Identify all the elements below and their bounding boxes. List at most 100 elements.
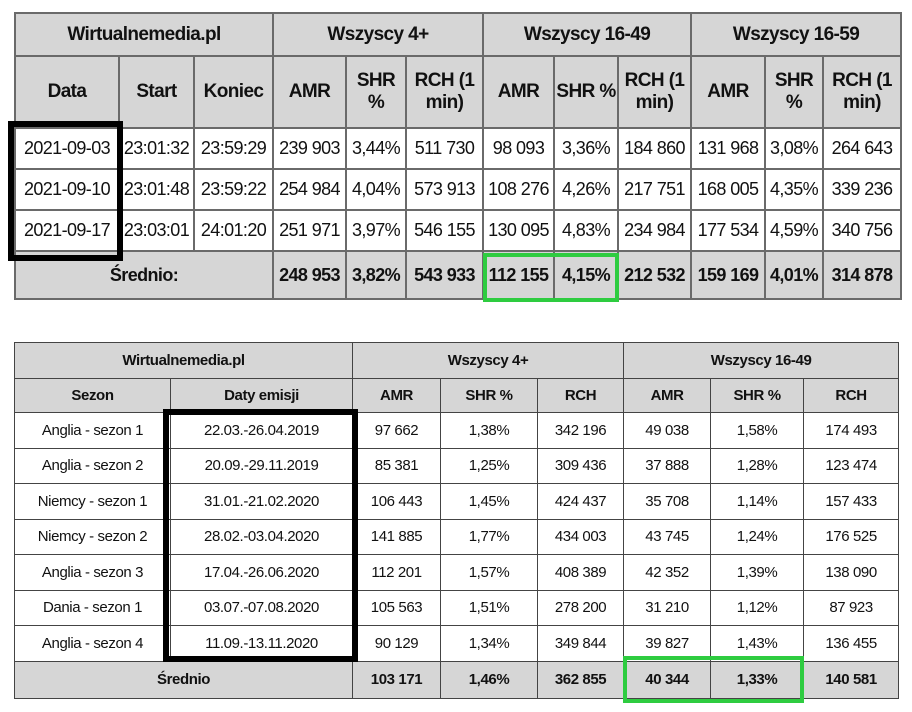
data-cell: 1,25% — [440, 447, 539, 484]
data-row: 2021-09-03 23:01:32 23:59:29 239 903 3,44% 51… — [14, 127, 903, 170]
data-cell: 130 095 — [482, 209, 556, 252]
data-cell: 1,77% — [440, 518, 539, 555]
average-cell: 40 344 — [623, 660, 712, 699]
data-cell: 4,04% — [345, 168, 408, 211]
data-cell: 1,43% — [710, 625, 805, 662]
data-cell: 138 090 — [803, 554, 900, 591]
data-cell: 106 443 — [352, 483, 442, 520]
data-cell: 1,57% — [440, 554, 539, 591]
data-cell: 136 455 — [803, 625, 900, 662]
average-cell: 212 532 — [617, 250, 693, 300]
data-cell: 2021-09-17 — [14, 209, 120, 252]
data-cell: 23:01:32 — [118, 127, 195, 170]
group-header: Wszyscy 16-59 — [690, 12, 903, 57]
data-cell: 424 437 — [537, 483, 625, 520]
average-cell: 314 878 — [822, 250, 903, 300]
data-cell: 309 436 — [537, 447, 625, 484]
column-header: Sezon — [14, 378, 171, 413]
data-cell: 573 913 — [405, 168, 485, 211]
average-cell: 4,15% — [553, 250, 620, 300]
column-header-row: Data Start Koniec AMR SHR % RCH (1 min) AMR SHR… — [14, 55, 903, 129]
data-cell: 157 433 — [803, 483, 900, 520]
data-cell: 342 196 — [537, 412, 625, 449]
seasons-table: Wirtualnemedia.pl Wszyscy 4+ Wszyscy 16-49… — [13, 342, 900, 699]
data-cell: 23:01:48 — [118, 168, 195, 211]
column-header: Start — [118, 55, 195, 129]
data-cell: 37 888 — [623, 447, 712, 484]
data-cell: 511 730 — [405, 127, 485, 170]
group-header: Wirtualnemedia.pl — [13, 342, 354, 379]
data-cell: Niemcy - sezon 1 — [14, 483, 171, 520]
column-header: AMR — [690, 55, 767, 129]
data-cell: 339 236 — [822, 168, 903, 211]
data-cell: 4,35% — [764, 168, 825, 211]
data-cell: 176 525 — [803, 518, 900, 555]
average-row: Średnio 103 171 1,46% 362 855 40 344 1,33% 140… — [13, 660, 900, 699]
group-header-row: Wirtualnemedia.pl Wszyscy 4+ Wszyscy 16-49… — [13, 12, 903, 57]
data-row: Anglia - sezon 1 22.03.-26.04.2019 97 662 1… — [14, 412, 900, 449]
column-header: AMR — [482, 55, 556, 129]
average-cell: 3,82% — [345, 250, 408, 300]
data-cell: 177 534 — [690, 209, 767, 252]
group-header: Wszyscy 16-49 — [623, 342, 900, 379]
average-cell: 4,01% — [764, 250, 825, 300]
data-cell: 217 751 — [617, 168, 693, 211]
data-cell: 22.03.-26.04.2019 — [169, 412, 354, 449]
data-row: Anglia - sezon 2 20.09.-29.11.2019 85 381 1… — [14, 447, 900, 484]
group-header: Wszyscy 4+ — [352, 342, 625, 379]
data-cell: 108 276 — [482, 168, 556, 211]
data-cell: Anglia - sezon 3 — [14, 554, 171, 591]
data-cell: 03.07.-07.08.2020 — [169, 589, 354, 626]
average-cell: 1,33% — [710, 660, 805, 699]
data-cell: 4,26% — [553, 168, 620, 211]
average-cell: 112 155 — [482, 250, 556, 300]
group-header: Wszyscy 16-49 — [482, 12, 693, 57]
data-cell: 90 129 — [352, 625, 442, 662]
column-header: RCH — [803, 378, 900, 413]
data-cell: 23:03:01 — [118, 209, 195, 252]
data-cell: 174 493 — [803, 412, 900, 449]
data-row: Anglia - sezon 4 11.09.-13.11.2020 90 129 1… — [14, 625, 900, 662]
column-header: SHR % — [345, 55, 408, 129]
data-cell: 234 984 — [617, 209, 693, 252]
column-header: SHR % — [440, 378, 539, 413]
group-header: Wszyscy 4+ — [272, 12, 485, 57]
data-cell: 1,58% — [710, 412, 805, 449]
data-cell: 112 201 — [352, 554, 442, 591]
average-row: Średnio: 248 953 3,82% 543 933 112 155 4,15% 2… — [13, 250, 903, 300]
data-cell: 85 381 — [352, 447, 442, 484]
data-cell: 2021-09-10 — [14, 168, 120, 211]
column-header-row: Sezon Daty emisji AMR SHR % RCH AMR SHR % RCH — [14, 378, 900, 413]
data-cell: 28.02.-03.04.2020 — [169, 518, 354, 555]
data-cell: 131 968 — [690, 127, 767, 170]
data-cell: 1,34% — [440, 625, 539, 662]
column-header: AMR — [623, 378, 712, 413]
average-cell: 103 171 — [352, 660, 442, 699]
data-cell: 1,51% — [440, 589, 539, 626]
average-cell: 362 855 — [537, 660, 625, 699]
data-cell: 35 708 — [623, 483, 712, 520]
data-cell: 23:59:22 — [192, 168, 275, 211]
data-cell: 408 389 — [537, 554, 625, 591]
data-cell: Anglia - sezon 4 — [14, 625, 171, 662]
data-cell: 1,28% — [710, 447, 805, 484]
data-cell: 49 038 — [623, 412, 712, 449]
column-header: SHR % — [553, 55, 620, 129]
data-row: Anglia - sezon 3 17.04.-26.06.2020 112 201… — [14, 554, 900, 591]
data-cell: 264 643 — [822, 127, 903, 170]
data-cell: 105 563 — [352, 589, 442, 626]
data-cell: 31 210 — [623, 589, 712, 626]
column-header: RCH (1 min) — [617, 55, 693, 129]
data-cell: 24:01:20 — [192, 209, 275, 252]
data-cell: Dania - sezon 1 — [14, 589, 171, 626]
data-cell: 11.09.-13.11.2020 — [169, 625, 354, 662]
column-header: Koniec — [192, 55, 275, 129]
data-cell: 3,97% — [345, 209, 408, 252]
data-cell: 434 003 — [537, 518, 625, 555]
average-label: Średnio: — [13, 250, 275, 300]
data-cell: Anglia - sezon 1 — [14, 412, 171, 449]
ratings-table: Wirtualnemedia.pl Wszyscy 4+ Wszyscy 16-49… — [13, 12, 903, 300]
data-cell: 17.04.-26.06.2020 — [169, 554, 354, 591]
